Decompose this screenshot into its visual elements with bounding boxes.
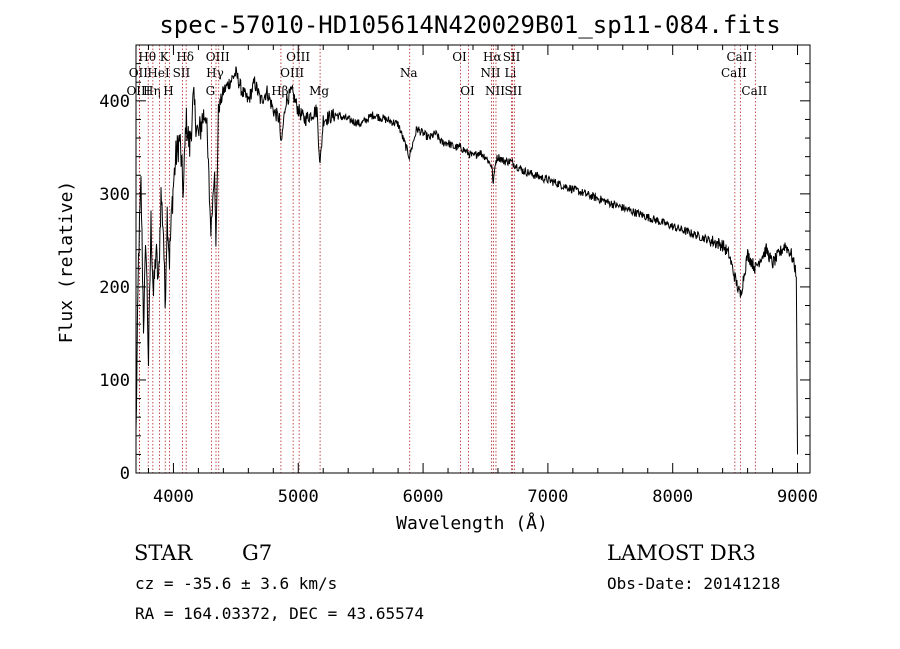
spectral-line-label-26: CaII xyxy=(721,66,747,80)
spectral-line-label-6: H xyxy=(163,84,173,98)
redshift-velocity: cz = -35.6 ± 3.6 km/s xyxy=(135,574,337,593)
y-tick-label-3: 300 xyxy=(99,185,130,205)
spectrum-series-line xyxy=(135,66,798,455)
spectral-line-label-8: Hδ xyxy=(176,50,194,64)
x-tick-label-5: 9000 xyxy=(777,487,818,507)
spectral-line-label-3: Hη xyxy=(143,84,161,98)
observation-date: Obs-Date: 20141218 xyxy=(607,574,780,593)
spectral-line-label-0: Hθ xyxy=(138,50,156,64)
y-tick-label-0: 0 xyxy=(120,464,130,484)
spectral-line-label-20: NII xyxy=(480,66,500,80)
spectral-line-label-11: G xyxy=(206,84,216,98)
x-tick-label-1: 5000 xyxy=(278,487,319,507)
spectral-line-label-15: Mg xyxy=(309,84,329,98)
spectral-line-label-5: K xyxy=(160,50,170,64)
y-tick-label-4: 400 xyxy=(99,92,130,112)
y-tick-label-2: 200 xyxy=(99,278,130,298)
axis-ticks-layer: 4000 5000 6000 7000 8000 9000 0 100 200 300 400 xyxy=(99,44,818,507)
y-tick-label-1: 100 xyxy=(99,371,130,391)
object-class: STAR xyxy=(134,541,193,565)
spectral-line-label-24: SII xyxy=(504,84,522,98)
spectral-line-label-25: CaII xyxy=(726,50,752,64)
x-tick-label-2: 6000 xyxy=(403,487,444,507)
subclass: G7 xyxy=(242,541,272,565)
plot-frame xyxy=(135,44,811,474)
coordinates: RA = 164.03372, DEC = 43.65574 xyxy=(135,604,424,623)
x-tick-label-4: 8000 xyxy=(652,487,693,507)
x-tick-label-0: 4000 xyxy=(153,487,194,507)
spectral-line-label-17: OI xyxy=(452,50,467,64)
x-tick-label-3: 7000 xyxy=(527,487,568,507)
spectrum-layer xyxy=(135,66,798,455)
spectral-line-label-23: Li xyxy=(505,66,517,80)
y-axis-label: Flux (relative) xyxy=(56,181,77,344)
chart-title: spec-57010-HD105614N420029B01_sp11-084.f… xyxy=(159,11,780,39)
spectral-line-label-13: OIII xyxy=(286,50,310,64)
survey-name: LAMOST DR3 xyxy=(607,541,756,565)
spectral-line-label-7: SII xyxy=(173,66,191,80)
spectral-line-label-1: OII xyxy=(129,66,149,80)
spectral-line-label-18: OI xyxy=(460,84,475,98)
spectral-line-label-9: OIII xyxy=(206,50,230,64)
spectral-line-label-2: OIII xyxy=(126,84,150,98)
spectral-line-label-10: Hγ xyxy=(206,66,224,80)
spectral-line-label-21: NII xyxy=(485,84,505,98)
spectral-line-label-16: Na xyxy=(400,66,418,80)
spectral-line-label-12: Hβ xyxy=(271,84,288,98)
x-axis-label: Wavelength (Å) xyxy=(396,512,548,534)
spectral-line-label-19: Hα xyxy=(483,50,502,64)
spectral-line-label-27: CaII xyxy=(741,84,767,98)
spectral-line-label-4: HeI xyxy=(147,66,170,80)
spectral-line-label-14: OIII xyxy=(280,66,304,80)
